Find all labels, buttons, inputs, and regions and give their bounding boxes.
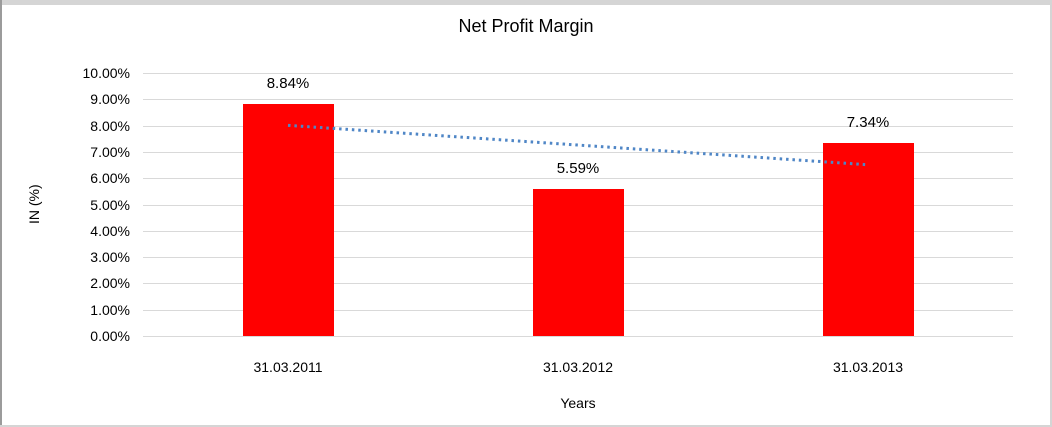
data-label: 8.84%: [266, 75, 310, 92]
frame-right: [1050, 0, 1052, 427]
frame-left: [0, 0, 2, 427]
y-tick-label: 4.00%: [90, 223, 130, 239]
x-tick-label: 31.03.2012: [542, 359, 614, 375]
frame-top: [0, 0, 1052, 5]
y-tick-label: 3.00%: [90, 249, 130, 265]
frame-bottom: [0, 425, 1052, 427]
y-tick-label: 9.00%: [90, 91, 130, 107]
bar-31.03.2012: [533, 189, 624, 336]
y-tick-label: 6.00%: [90, 170, 130, 186]
gridline: [143, 178, 1013, 179]
y-tick-label: 1.00%: [90, 302, 130, 318]
y-tick-label: 8.00%: [90, 118, 130, 134]
x-tick-label: 31.03.2011: [253, 359, 323, 375]
trendline-path: [287, 123, 869, 167]
y-tick-label: 2.00%: [90, 275, 130, 291]
data-label: 5.59%: [556, 160, 600, 177]
y-tick-label: 7.00%: [90, 144, 130, 160]
gridline: [143, 73, 1013, 74]
x-axis-title: Years: [560, 395, 596, 411]
x-tick-label: 31.03.2013: [832, 359, 904, 375]
y-tick-label: 0.00%: [90, 328, 130, 344]
bar-31.03.2011: [243, 104, 334, 336]
y-tick-label: 5.00%: [90, 197, 130, 213]
data-label: 7.34%: [846, 114, 890, 131]
gridline: [143, 336, 1013, 337]
chart-title: Net Profit Margin: [458, 16, 594, 36]
y-tick-label: 10.00%: [82, 65, 130, 81]
bar-31.03.2013: [823, 143, 914, 336]
gridline: [143, 99, 1013, 100]
